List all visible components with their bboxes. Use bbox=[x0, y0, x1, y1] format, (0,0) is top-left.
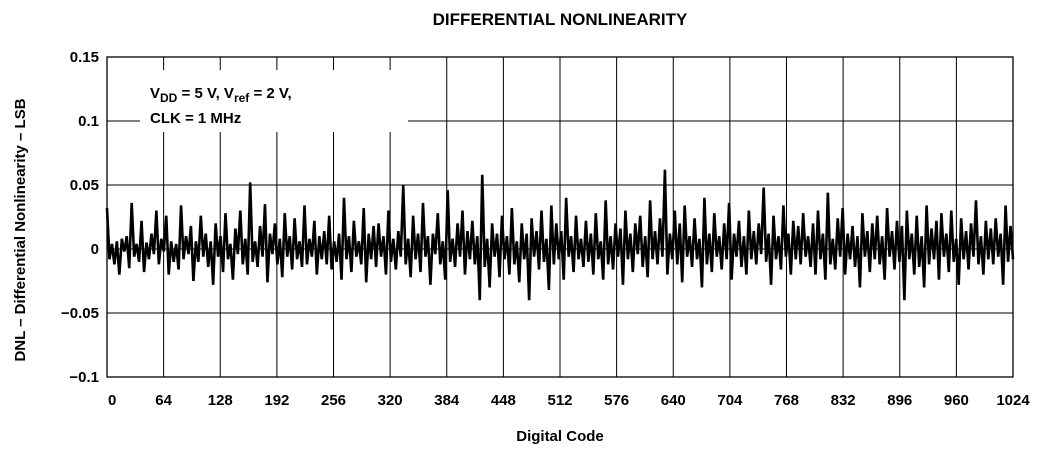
x-tick-label: 320 bbox=[378, 392, 403, 409]
x-tick-label: 960 bbox=[944, 392, 969, 409]
x-tick-label: 256 bbox=[321, 392, 346, 409]
x-tick-label: 576 bbox=[604, 392, 629, 409]
y-tick-label: 0.15 bbox=[70, 49, 99, 66]
annotation-end: = 2 V, bbox=[249, 85, 291, 102]
chart-title: DIFFERENTIAL NONLINEARITY bbox=[433, 10, 688, 29]
x-tick-label: 832 bbox=[831, 392, 856, 409]
x-tick-label: 512 bbox=[547, 392, 572, 409]
x-tick-label: 192 bbox=[264, 392, 289, 409]
x-tick-label: 768 bbox=[774, 392, 799, 409]
annotation-mid: = 5 V, V bbox=[177, 85, 234, 102]
x-tick-label: 1024 bbox=[996, 392, 1030, 409]
y-tick-label: −0.1 bbox=[69, 369, 99, 386]
x-axis-label: Digital Code bbox=[516, 428, 604, 445]
dnl-series-line bbox=[105, 169, 1015, 301]
x-tick-label: 896 bbox=[887, 392, 912, 409]
x-tick-label: 640 bbox=[661, 392, 686, 409]
annotation-line-2: CLK = 1 MHz bbox=[150, 110, 241, 127]
x-tick-label: 448 bbox=[491, 392, 516, 409]
annotation-sub-dd: DD bbox=[160, 91, 178, 105]
y-tick-label: 0.05 bbox=[70, 177, 99, 194]
y-tick-label: 0.1 bbox=[78, 113, 99, 130]
plot-frame bbox=[106, 56, 1014, 378]
y-tick-label: −0.05 bbox=[61, 305, 99, 322]
x-tick-label: 128 bbox=[208, 392, 233, 409]
y-axis-label: DNL – Differential Nonlinearity – LSB bbox=[12, 98, 29, 361]
x-tick-label: 64 bbox=[155, 392, 172, 409]
annotation-background bbox=[140, 70, 408, 132]
annotation-line-1: VDD = 5 V, Vref = 2 V, bbox=[150, 85, 292, 105]
x-tick-label: 0 bbox=[108, 392, 116, 409]
x-tick-label: 384 bbox=[434, 392, 460, 409]
annotation-v1: V bbox=[150, 85, 160, 102]
y-tick-label: 0 bbox=[91, 241, 99, 258]
x-tick-label: 704 bbox=[717, 392, 743, 409]
y-tick-labels: 0.15 0.1 0.05 0 −0.05 −0.1 bbox=[61, 49, 99, 386]
x-tick-labels: 0 64 128 192 256 320 384 448 512 576 640 704 768 832 8… bbox=[108, 392, 1030, 409]
annotation-sub-ref: ref bbox=[234, 91, 250, 105]
